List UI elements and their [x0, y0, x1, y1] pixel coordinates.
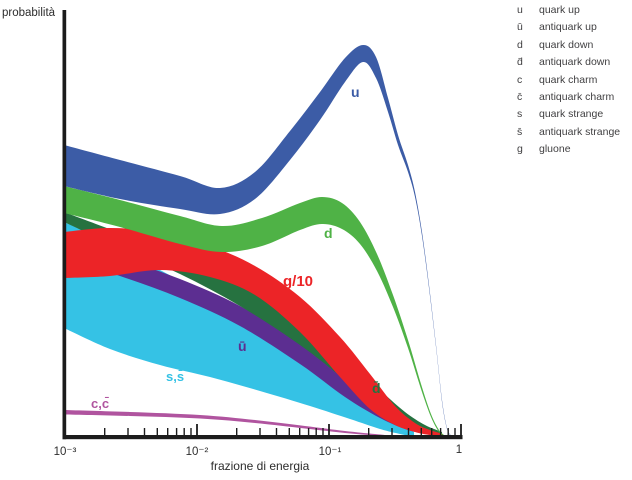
- legend-symbol: d: [517, 38, 523, 51]
- legend-label: antiquark up: [539, 21, 597, 34]
- band-ubar: [64, 240, 440, 436]
- legend-item: s quark strange: [517, 108, 620, 125]
- axis-minor-tick: [447, 428, 449, 435]
- band-g: [64, 228, 443, 437]
- curve-label-d: d: [324, 225, 333, 241]
- axis-minor-tick: [420, 428, 422, 435]
- axis-minor-tick: [439, 428, 442, 435]
- legend: u quark up ū antiquark up d quark down d̄ anti…: [517, 4, 620, 161]
- axis-major-tick: [328, 424, 330, 435]
- legend-item: ū antiquark up: [517, 21, 620, 38]
- axis-minor-tick: [299, 428, 301, 435]
- legend-label: antiquark strange: [539, 125, 621, 138]
- legend-item: d̄ antiquark down: [517, 56, 620, 73]
- x-tick-label-1e-3: 10⁻³: [53, 446, 77, 458]
- axis-minor-tick: [259, 428, 261, 435]
- legend-label: antiquark down: [539, 56, 611, 69]
- legend-item: u quark up: [517, 4, 620, 21]
- curve-label-dbar: d̄: [372, 379, 381, 396]
- curve-label-ssbar: s,s̄: [166, 369, 184, 384]
- legend-label: quark down: [539, 38, 594, 51]
- axis-minor-tick: [431, 428, 433, 435]
- legend-label: quark charm: [539, 73, 598, 86]
- legend-item: c̄ antiquark charm: [517, 91, 620, 108]
- axis-minor-tick: [307, 428, 310, 435]
- axis-minor-tick: [275, 428, 278, 435]
- legend-item: s̄ antiquark strange: [517, 126, 620, 143]
- legend-symbol: g: [517, 143, 523, 156]
- x-axis: [62, 435, 463, 440]
- axis-minor-tick: [175, 428, 178, 435]
- legend-label: quark strange: [539, 108, 604, 121]
- legend-label: antiquark charm: [539, 90, 615, 103]
- legend-label: quark up: [539, 4, 580, 16]
- axis-minor-tick: [236, 428, 238, 435]
- legend-item: c quark charm: [517, 74, 620, 91]
- curve-label-u: u: [351, 84, 360, 100]
- legend-symbol: c̄: [517, 90, 523, 103]
- legend-symbol: s̄: [517, 125, 523, 138]
- axis-minor-tick: [183, 428, 185, 435]
- axis-minor-tick: [143, 428, 146, 435]
- axis-minor-tick: [167, 428, 169, 435]
- axis-minor-tick: [127, 428, 129, 435]
- x-tick-label-1e-1: 10⁻¹: [318, 446, 342, 458]
- axis-minor-tick: [288, 428, 290, 435]
- legend-symbol: s: [517, 108, 523, 121]
- legend-symbol: u: [517, 4, 523, 16]
- axis-minor-tick: [322, 428, 324, 435]
- axis-minor-tick: [104, 428, 106, 435]
- legend-symbol: c: [517, 73, 523, 86]
- axis-minor-tick: [391, 428, 393, 435]
- axis-major-tick: [196, 424, 198, 435]
- legend-item: g gluone: [517, 143, 620, 160]
- legend-symbol: d̄: [517, 56, 523, 69]
- band-d: [64, 186, 444, 436]
- curve-label-ubar: ū: [238, 338, 247, 354]
- curve-label-ccbar: c,c̄: [91, 396, 109, 411]
- axis-minor-tick: [190, 428, 192, 435]
- axis-minor-tick: [315, 428, 317, 435]
- x-axis-label: frazione di energia: [210, 459, 310, 473]
- axis-minor-tick: [454, 428, 456, 435]
- legend-item: d quark down: [517, 39, 620, 56]
- band-ccbar: [64, 410, 393, 437]
- legend-symbol: ū: [517, 21, 523, 34]
- curve-label-g: g/10: [283, 273, 313, 290]
- axis-minor-tick: [368, 428, 370, 435]
- y-axis-label: probabilità: [2, 7, 56, 19]
- axis-minor-tick: [407, 428, 410, 435]
- axis-major-tick: [460, 424, 462, 435]
- y-axis: [62, 10, 67, 440]
- axis-minor-tick: [156, 428, 158, 435]
- x-tick-label-1: 1: [455, 444, 463, 456]
- legend-label: gluone: [539, 143, 571, 156]
- x-tick-label-1e-2: 10⁻²: [185, 446, 209, 458]
